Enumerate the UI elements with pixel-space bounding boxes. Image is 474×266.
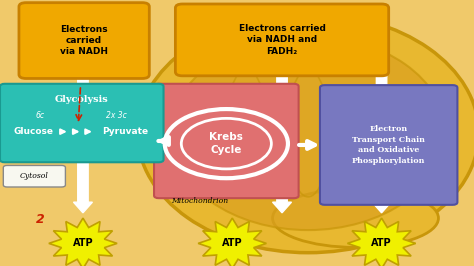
Text: Electrons
carried
via NADH: Electrons carried via NADH — [60, 25, 108, 56]
FancyBboxPatch shape — [0, 84, 164, 162]
Text: ATP: ATP — [73, 238, 93, 248]
Polygon shape — [49, 218, 117, 266]
FancyArrow shape — [73, 21, 92, 213]
FancyBboxPatch shape — [175, 4, 389, 76]
Text: Glucose: Glucose — [13, 127, 53, 136]
Text: Pyruvate: Pyruvate — [102, 127, 148, 136]
FancyArrow shape — [372, 21, 391, 213]
Text: ATP: ATP — [371, 238, 392, 248]
Text: 2: 2 — [36, 213, 45, 226]
Polygon shape — [198, 218, 266, 266]
Text: ATP: ATP — [222, 238, 243, 248]
Text: 2x 3c: 2x 3c — [106, 111, 127, 120]
Ellipse shape — [137, 13, 474, 253]
Text: Glycolysis: Glycolysis — [55, 95, 109, 104]
Ellipse shape — [171, 36, 446, 230]
FancyBboxPatch shape — [154, 84, 299, 198]
Text: Mitochondrion: Mitochondrion — [171, 197, 228, 205]
Text: Krebs
Cycle: Krebs Cycle — [210, 132, 243, 155]
FancyBboxPatch shape — [3, 165, 65, 187]
Text: Electrons carried
via NADH and
FADH₂: Electrons carried via NADH and FADH₂ — [238, 24, 326, 56]
FancyBboxPatch shape — [19, 3, 149, 78]
Text: 6c: 6c — [36, 111, 45, 120]
Text: Electron
Transport Chain
and Oxidative
Phosphorylation: Electron Transport Chain and Oxidative P… — [352, 125, 425, 165]
FancyBboxPatch shape — [320, 85, 457, 205]
Circle shape — [181, 118, 271, 169]
Circle shape — [165, 109, 288, 178]
FancyArrow shape — [273, 21, 292, 213]
Polygon shape — [347, 218, 416, 266]
Ellipse shape — [273, 189, 438, 247]
Text: Cytosol: Cytosol — [20, 172, 49, 180]
